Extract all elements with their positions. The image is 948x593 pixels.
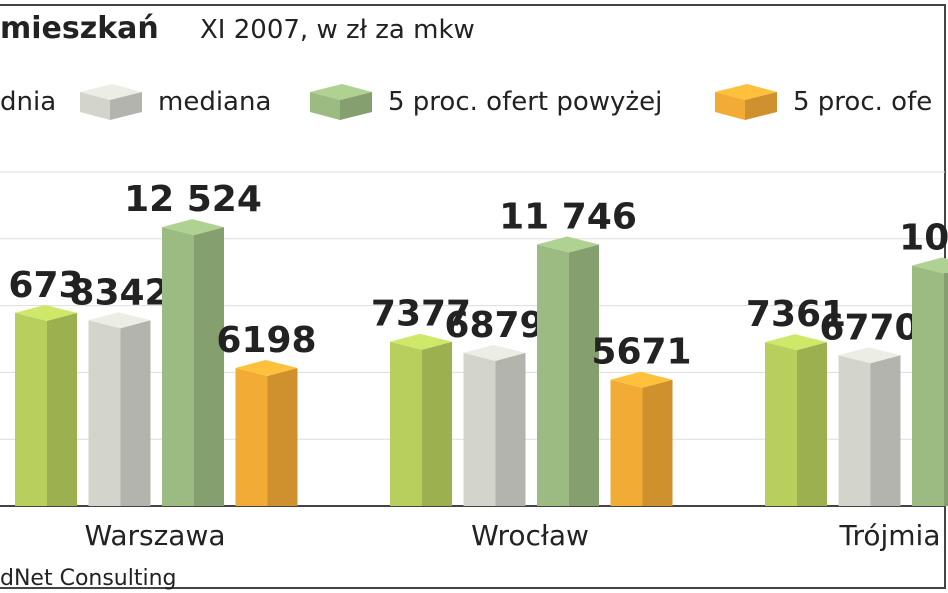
bar-front <box>235 367 268 506</box>
legend-item: 5 proc. ofe <box>715 84 932 120</box>
legend-swatch-side <box>745 92 777 120</box>
value-label: 6879 <box>444 305 544 346</box>
bar <box>537 236 599 506</box>
bar-side <box>569 244 599 506</box>
legend-label: 5 proc. ofe <box>793 87 932 117</box>
bar-front <box>15 312 47 506</box>
value-label: 673 <box>8 265 83 306</box>
x-tick-label: Warszawa <box>84 519 225 552</box>
legend-swatch-top <box>715 84 777 100</box>
bar <box>88 312 151 506</box>
legend-swatch-side <box>340 92 372 120</box>
chart-subtitle: XI 2007, w zł za mkw <box>200 15 475 45</box>
bar-side <box>495 352 526 506</box>
value-label: 7361 <box>746 294 846 335</box>
bar-top <box>537 236 599 253</box>
bar-side <box>642 379 673 506</box>
legend-item: dnia <box>0 87 56 117</box>
x-tick-label: Wrocław <box>471 519 589 552</box>
bar-front <box>838 355 871 506</box>
bar <box>463 344 526 506</box>
bar-side <box>944 272 948 506</box>
bar-side <box>47 312 77 506</box>
bar-top <box>463 344 526 361</box>
bar-side <box>120 320 151 506</box>
legend-label: 5 proc. ofert powyżej <box>388 87 662 117</box>
bar-side <box>797 342 827 506</box>
value-label: 11 746 <box>499 196 637 237</box>
legend-swatch-front <box>310 92 340 120</box>
value-label: 12 524 <box>124 179 262 220</box>
value-label: 6770 <box>819 307 919 348</box>
bar <box>765 334 827 506</box>
source: dNet Consulting <box>0 566 177 591</box>
value-label: 5671 <box>591 332 691 373</box>
bar-front <box>390 341 422 506</box>
bar <box>235 359 298 506</box>
bar-front <box>463 352 496 506</box>
x-tick-label: Trójmia <box>838 519 940 552</box>
bar-front <box>88 320 121 506</box>
value-label: 6198 <box>216 320 316 361</box>
legend-item: 5 proc. ofert powyżej <box>310 84 662 120</box>
chart-title: mieszkań <box>0 11 159 46</box>
bar-side <box>194 227 224 506</box>
bar-top <box>610 371 673 388</box>
bar <box>610 371 673 506</box>
legend-label: dnia <box>0 87 56 117</box>
bar <box>162 219 224 506</box>
bar <box>390 333 452 506</box>
bar-top <box>912 257 948 274</box>
bar-top <box>235 359 298 376</box>
value-label: 8342 <box>69 272 169 313</box>
bar <box>838 347 901 506</box>
bar-top <box>162 219 224 236</box>
value-label: 10 8 <box>899 218 948 259</box>
bar-front <box>765 342 797 506</box>
legend-swatch-top <box>310 84 372 100</box>
bar-front <box>162 227 194 506</box>
bar <box>912 257 948 506</box>
bar-front <box>610 379 643 506</box>
bar <box>15 304 77 506</box>
bar-side <box>267 367 298 506</box>
bar-top <box>15 304 77 321</box>
legend-swatch-front <box>715 92 745 120</box>
legend-item: mediana <box>80 84 271 120</box>
bar-side <box>870 355 901 506</box>
bar-top <box>390 333 452 350</box>
legend-swatch-top <box>80 84 142 100</box>
bar-top <box>88 312 151 329</box>
bar-front <box>912 265 944 506</box>
bar-front <box>537 244 569 506</box>
legend-swatch-side <box>110 92 142 120</box>
bar-top <box>765 334 827 351</box>
legend-swatch-front <box>80 92 110 120</box>
legend-label: mediana <box>158 87 271 117</box>
bar-top <box>838 347 901 364</box>
value-label: 7377 <box>371 294 471 335</box>
bar-side <box>422 341 452 506</box>
